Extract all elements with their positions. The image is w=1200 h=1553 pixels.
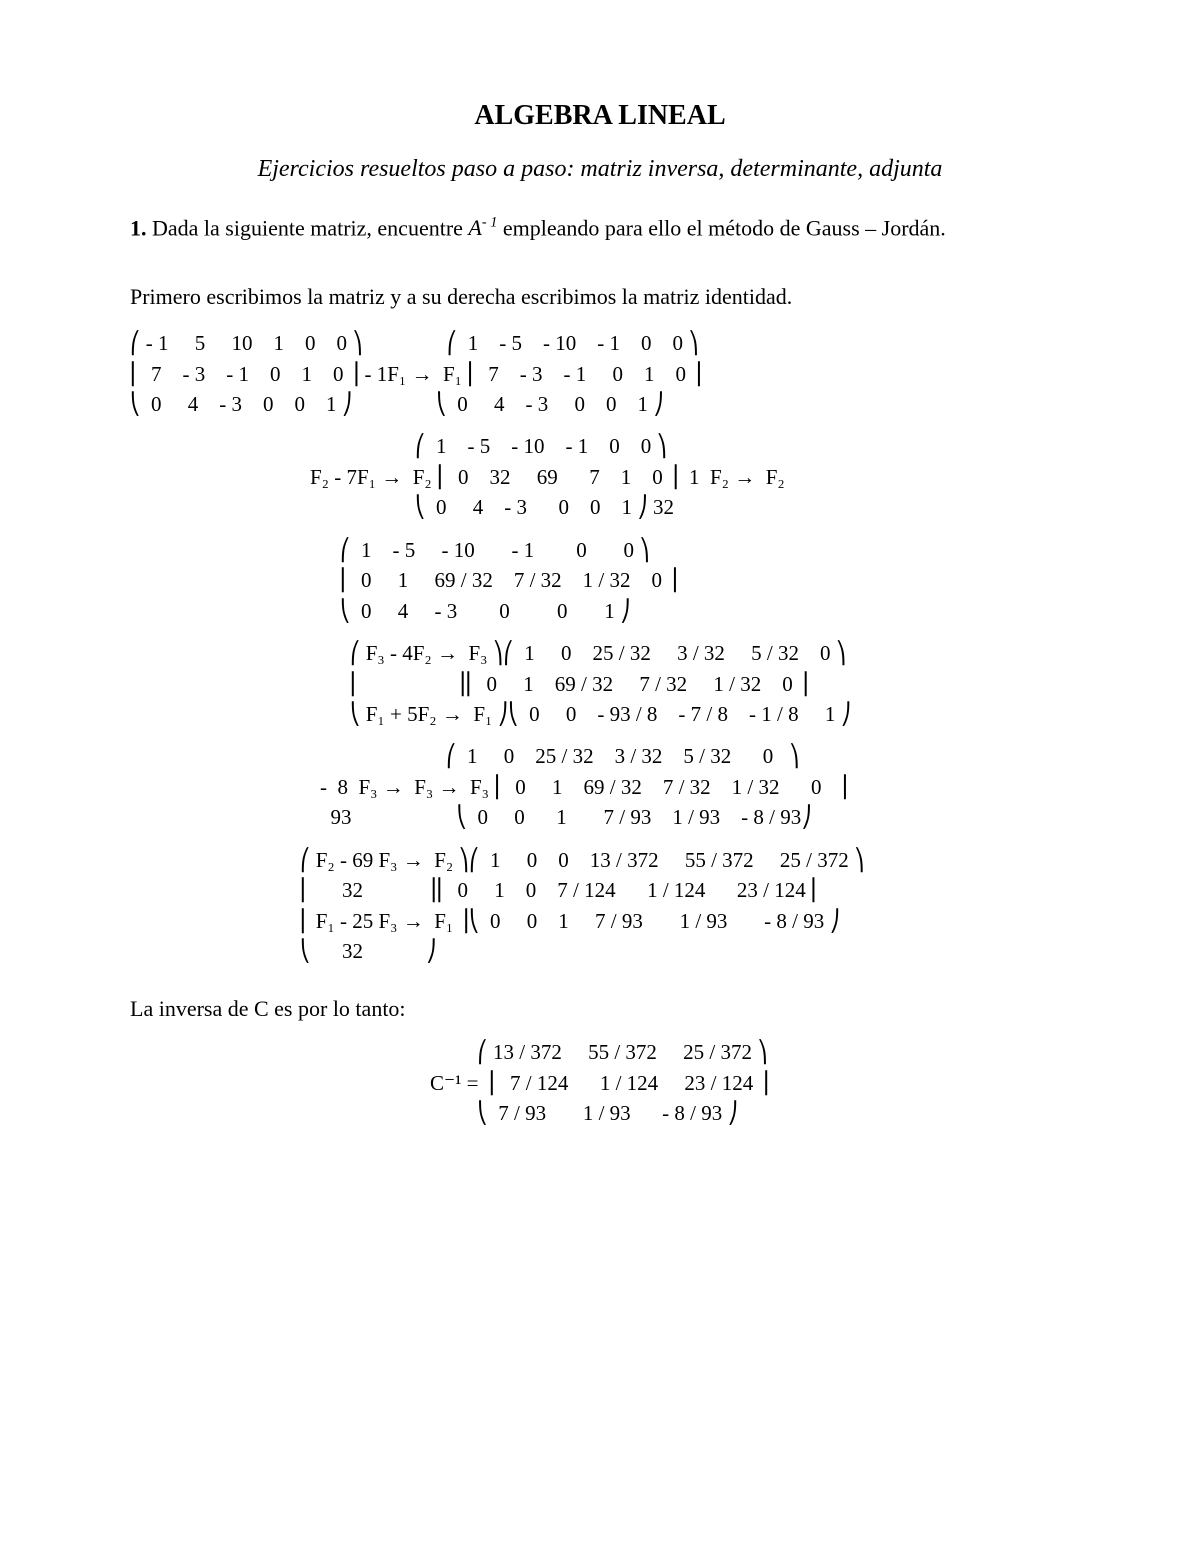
prompt-text-after: empleando para ello el método de Gauss –… <box>497 215 945 240</box>
prompt-text-before: Dada la siguiente matriz, encuentre <box>147 215 469 240</box>
conclusion-text: La inversa de C es por lo tanto: <box>130 996 1070 1022</box>
gauss-step-4: ⎛ F₃ - 4F₂ → F₃ ⎞⎛ 1 0 25 / 32 3 / 32 5 … <box>130 638 1070 729</box>
gauss-step-1: ⎛ - 1 5 10 1 0 0 ⎞ ⎛ 1 - 5 - 10 - 1 0 0 … <box>130 328 1070 419</box>
exercise-number: 1. <box>130 215 147 240</box>
gauss-step-3: ⎛ 1 - 5 - 10 - 1 0 0 ⎞ ⎜ 0 1 69 / 32 7 /… <box>130 535 1070 626</box>
a-exponent: - 1 <box>482 215 497 231</box>
a-symbol: A <box>468 215 481 240</box>
intro-line: Primero escribimos la matriz y a su dere… <box>130 284 1070 310</box>
gauss-step-2: ⎛ 1 - 5 - 10 - 1 0 0 ⎞ F₂ - 7F₁ → F₂ ⎜ 0… <box>130 431 1070 522</box>
result-matrix: ⎛ 13 / 372 55 / 372 25 / 372 ⎞ C⁻¹ = ⎜ 7… <box>130 1037 1070 1128</box>
a-inverse-symbol: A- 1 <box>468 215 497 240</box>
exercise-prompt: 1. Dada la siguiente matriz, encuentre A… <box>130 213 1070 244</box>
gauss-step-5: ⎛ 1 0 25 / 32 3 / 32 5 / 32 0 ⎞ - 8 F₃ →… <box>130 741 1070 832</box>
page-title: ALGEBRA LINEAL <box>130 100 1070 132</box>
document-page: ALGEBRA LINEAL Ejercicios resueltos paso… <box>0 0 1200 1553</box>
page-subtitle: Ejercicios resueltos paso a paso: matriz… <box>130 156 1070 183</box>
gauss-step-6: ⎛ F₂ - 69 F₃ → F₂ ⎞⎛ 1 0 0 13 / 372 55 /… <box>130 845 1070 967</box>
